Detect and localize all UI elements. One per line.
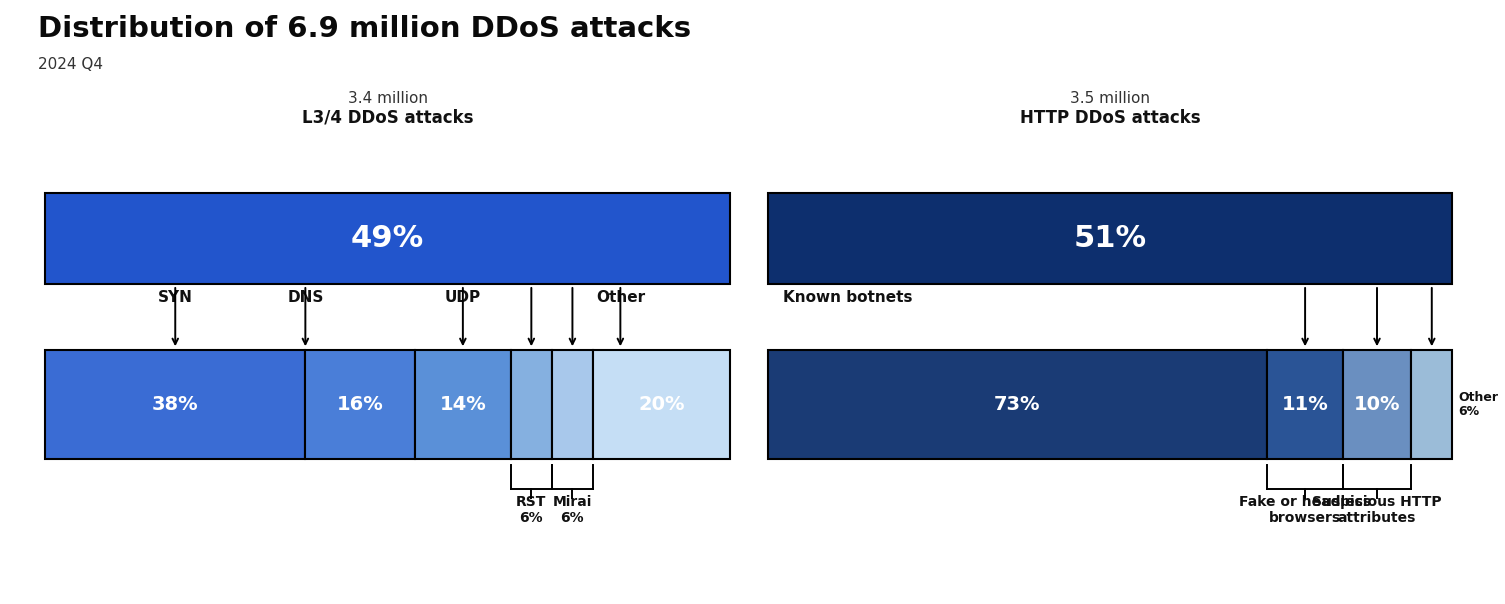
Text: Distribution of 6.9 million DDoS attacks: Distribution of 6.9 million DDoS attacks xyxy=(38,15,691,43)
Text: Mirai
6%: Mirai 6% xyxy=(552,495,591,525)
Bar xyxy=(768,350,1267,459)
Text: DNS: DNS xyxy=(287,290,324,305)
Text: 38%: 38% xyxy=(152,395,199,414)
Text: Suspicious HTTP
attributes: Suspicious HTTP attributes xyxy=(1312,495,1442,525)
Bar xyxy=(593,350,730,459)
Bar xyxy=(1267,350,1342,459)
Text: 73%: 73% xyxy=(995,395,1041,414)
Text: SYN: SYN xyxy=(158,290,193,305)
Text: Fake or headless
browsers: Fake or headless browsers xyxy=(1239,495,1371,525)
Text: 14%: 14% xyxy=(439,395,486,414)
Bar xyxy=(415,350,510,459)
Text: UDP: UDP xyxy=(445,290,482,305)
Text: 6%: 6% xyxy=(1458,405,1479,419)
Bar xyxy=(552,350,593,459)
Text: 11%: 11% xyxy=(1282,395,1329,414)
Text: 10%: 10% xyxy=(1354,395,1400,414)
Text: 2024 Q4: 2024 Q4 xyxy=(38,57,102,72)
Bar xyxy=(1412,350,1452,459)
Text: Known botnets: Known botnets xyxy=(783,290,912,305)
Text: 49%: 49% xyxy=(351,224,424,253)
Text: 3.4 million: 3.4 million xyxy=(348,91,427,106)
Text: 3.5 million: 3.5 million xyxy=(1070,91,1150,106)
Text: HTTP DDoS attacks: HTTP DDoS attacks xyxy=(1019,109,1201,127)
Text: Other: Other xyxy=(1458,391,1499,404)
Bar xyxy=(45,350,306,459)
Bar xyxy=(768,193,1452,284)
Text: Other: Other xyxy=(596,290,646,305)
Bar xyxy=(45,193,730,284)
Text: 51%: 51% xyxy=(1073,224,1147,253)
Text: 20%: 20% xyxy=(638,395,685,414)
Text: 16%: 16% xyxy=(337,395,384,414)
Bar xyxy=(306,350,415,459)
Text: RST
6%: RST 6% xyxy=(516,495,546,525)
Text: L3/4 DDoS attacks: L3/4 DDoS attacks xyxy=(303,109,473,127)
Bar xyxy=(1342,350,1412,459)
Bar xyxy=(510,350,552,459)
